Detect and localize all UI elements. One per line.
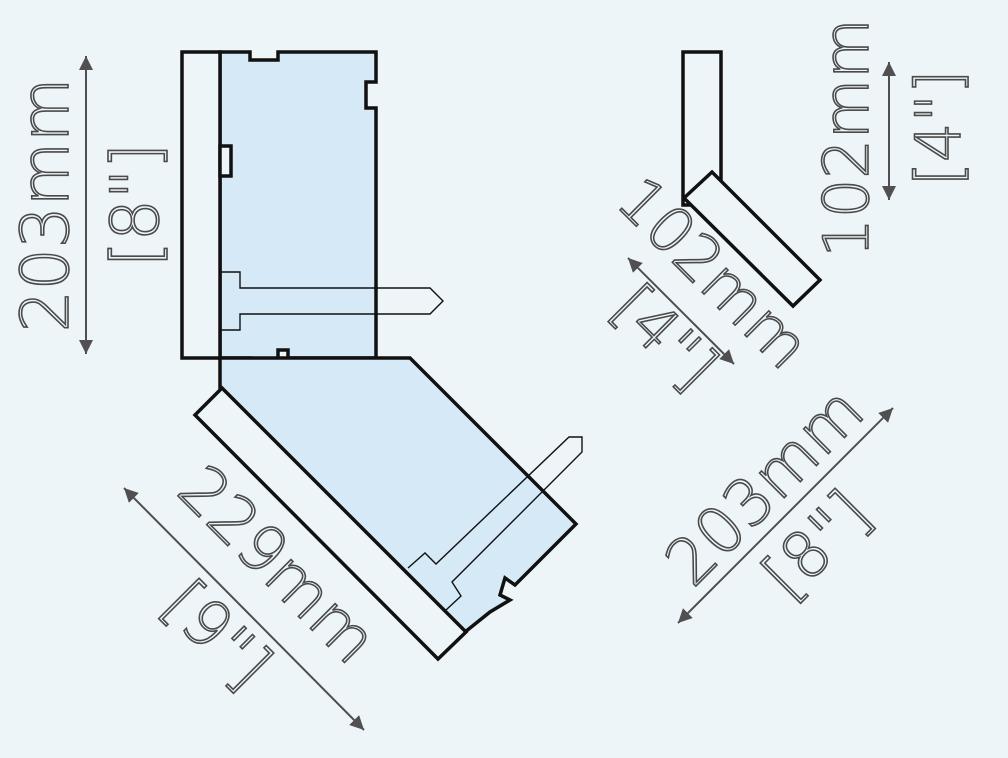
dim-left-height-imperial: [8"]	[97, 143, 174, 267]
dim-bottom-diagonal-arrow	[123, 487, 365, 731]
dim-left-height-metric: 203mm	[7, 78, 84, 333]
upper-screw	[220, 271, 444, 331]
dimension-arrows	[79, 56, 896, 731]
dim-small-vertical-imperial: [4"]	[902, 70, 975, 186]
upper-strip	[180, 50, 222, 360]
upper-notch	[218, 144, 233, 178]
small-diagonal-part	[681, 169, 823, 309]
upper-panel	[218, 50, 378, 368]
dim-small-vertical-metric: 102mm	[810, 18, 883, 257]
lower-screw	[407, 436, 583, 611]
small-bracket	[681, 50, 823, 309]
dim-right-diagonal-arrow	[677, 407, 894, 624]
dim-small-diagonal-arrow	[627, 257, 735, 365]
